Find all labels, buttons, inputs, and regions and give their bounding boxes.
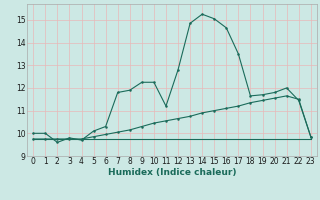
X-axis label: Humidex (Indice chaleur): Humidex (Indice chaleur) bbox=[108, 168, 236, 177]
